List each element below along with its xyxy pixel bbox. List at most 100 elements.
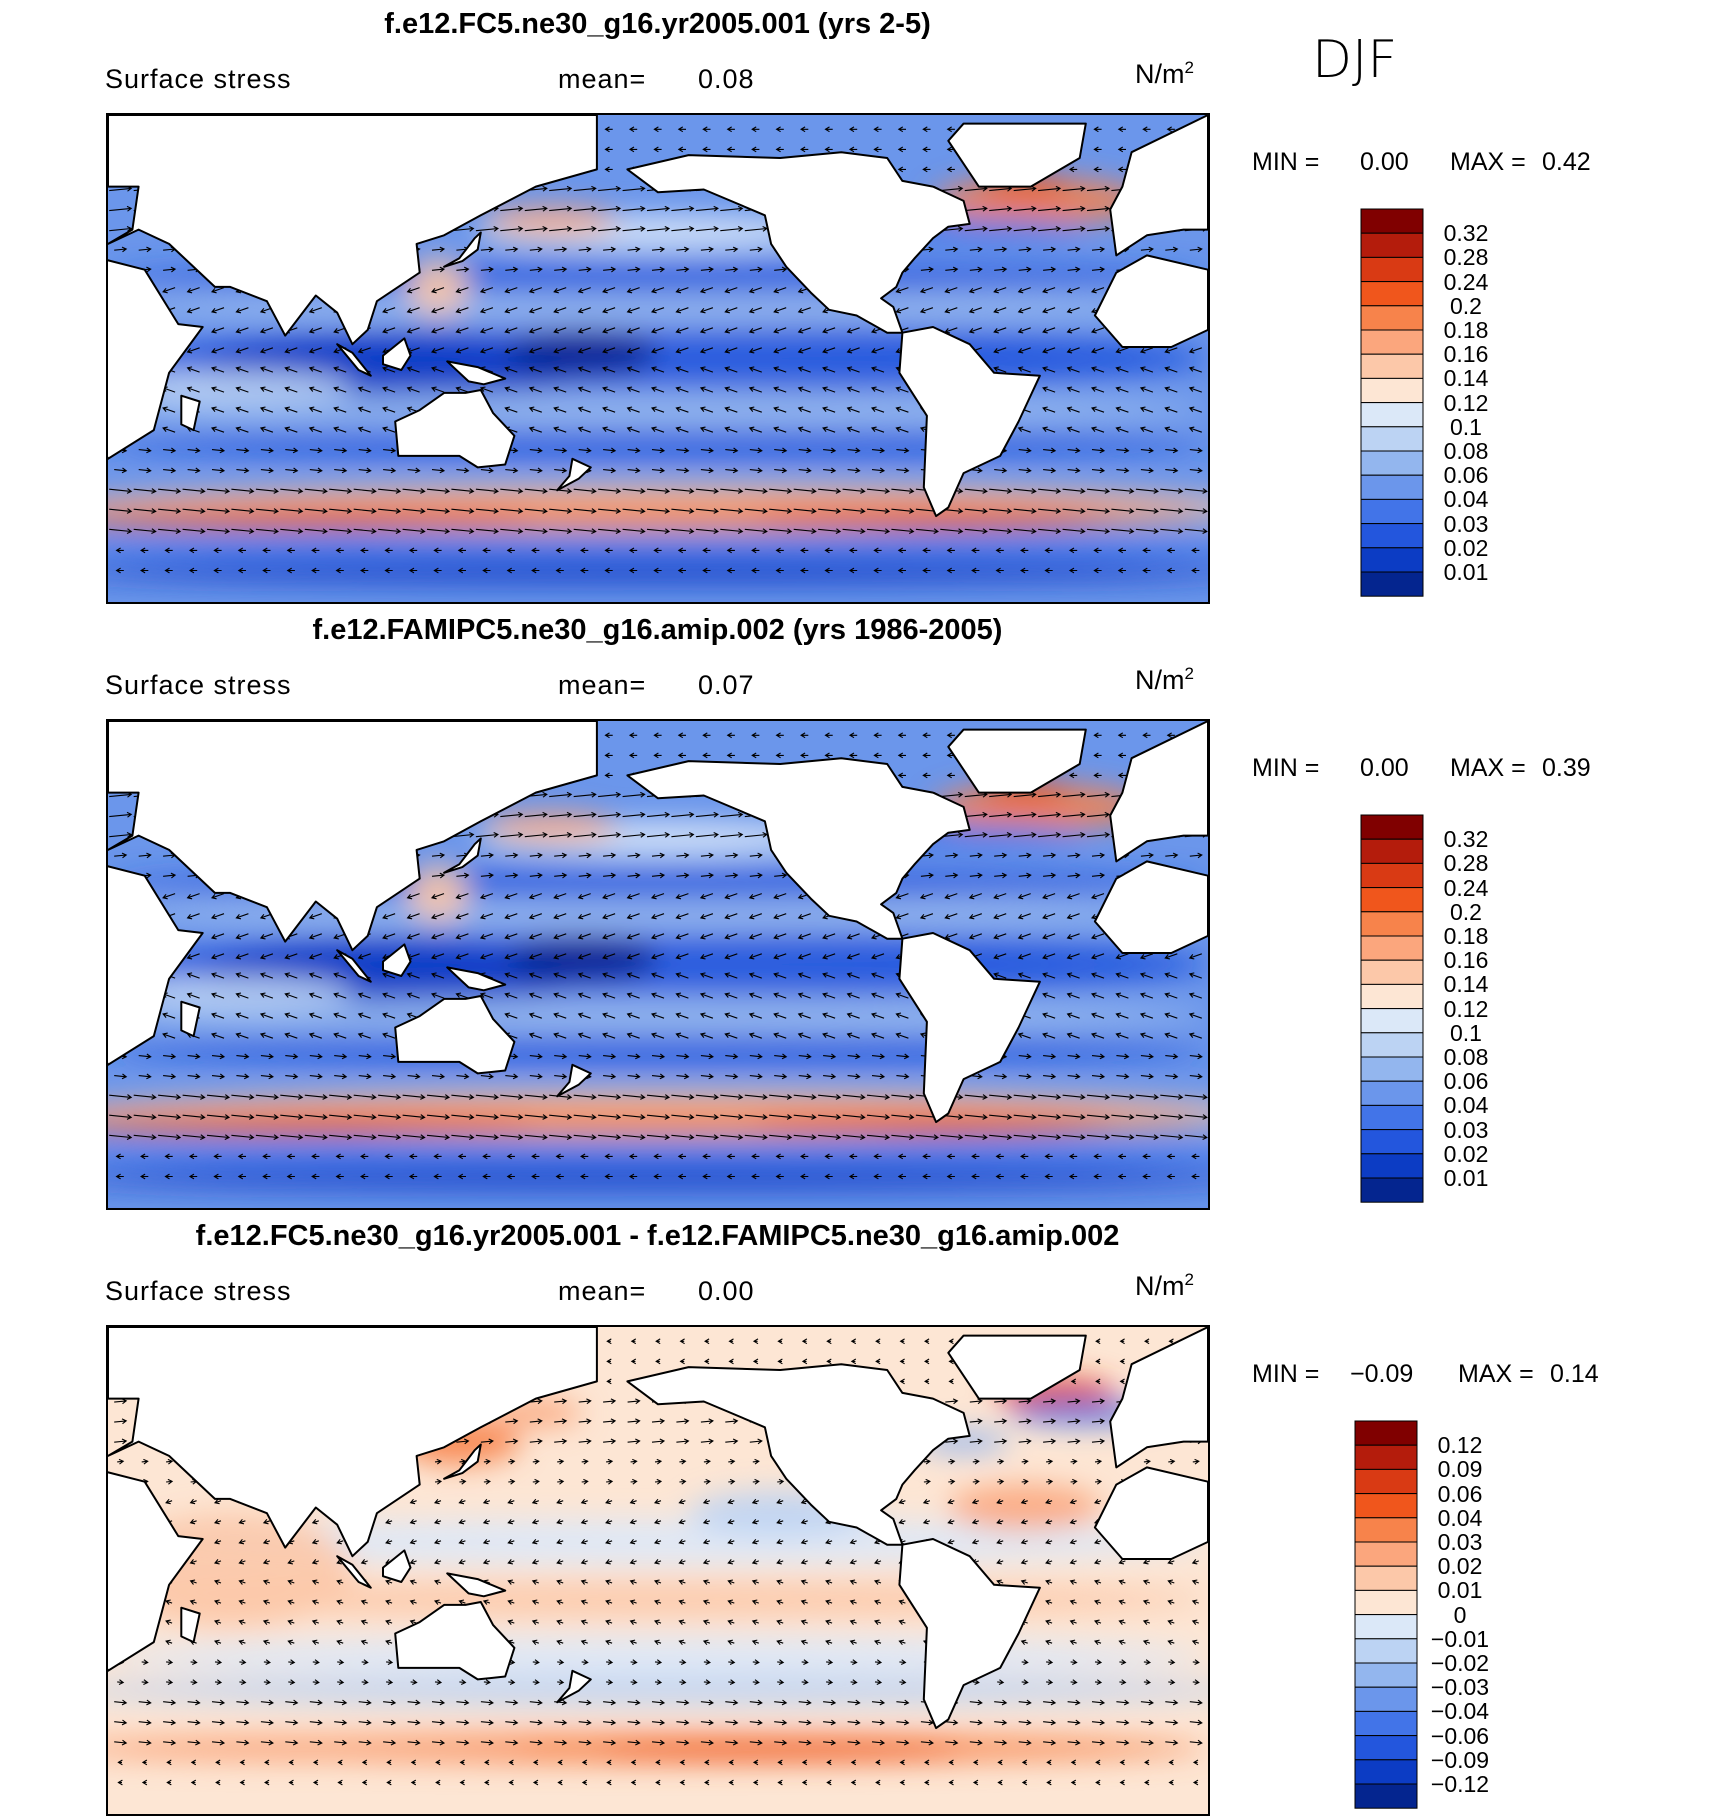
vector-arrow xyxy=(210,307,225,314)
vector-arrow xyxy=(1045,1538,1053,1545)
vector-arrow xyxy=(504,913,518,920)
vector-arrow xyxy=(1116,1699,1130,1706)
vector-arrow xyxy=(671,811,695,818)
vector-arrow xyxy=(1038,832,1062,838)
vector-arrow xyxy=(825,1538,833,1545)
vector-arrow xyxy=(964,528,988,534)
vector-arrow xyxy=(238,1639,246,1646)
vector-arrow xyxy=(528,327,542,334)
vector-arrow xyxy=(964,508,988,514)
vector-arrow xyxy=(162,893,176,900)
vector-arrow xyxy=(969,1418,983,1425)
vector-arrow xyxy=(1166,732,1175,739)
vector-arrow xyxy=(451,1094,475,1100)
vector-arrow xyxy=(508,1458,516,1465)
vector-arrow xyxy=(504,953,518,960)
vector-arrow xyxy=(577,1012,591,1019)
vector-arrow xyxy=(798,1053,812,1060)
vector-arrow xyxy=(946,1153,955,1160)
vector-arrow xyxy=(774,1719,788,1726)
vector-arrow xyxy=(727,1639,735,1646)
vector-arrow xyxy=(748,972,762,979)
vector-arrow xyxy=(187,467,201,474)
vector-arrow xyxy=(549,811,573,818)
colorbar-swatches xyxy=(1360,208,1424,597)
vector-arrow xyxy=(577,893,591,900)
vector-arrow xyxy=(870,386,885,393)
vector-arrow xyxy=(457,547,466,554)
vector-arrow xyxy=(1091,872,1106,879)
vector-arrow xyxy=(573,811,597,818)
vector-arrow xyxy=(529,1438,543,1445)
vector-arrow xyxy=(871,467,886,474)
vector-arrow xyxy=(629,1559,637,1565)
vector-arrow xyxy=(1191,1153,1200,1160)
vector-arrow xyxy=(165,1619,173,1625)
vector-arrow xyxy=(286,1173,295,1180)
continent-namerica xyxy=(626,757,971,940)
vector-arrow xyxy=(531,1579,539,1585)
vector-arrow xyxy=(989,508,1013,514)
colorbar-tick-label: 0.32 xyxy=(1443,826,1489,853)
vector-arrow xyxy=(531,1639,539,1646)
vector-arrow xyxy=(1115,1032,1129,1039)
vector-arrow xyxy=(531,567,540,574)
vector-arrow xyxy=(210,913,225,920)
vector-arrow xyxy=(1140,467,1154,474)
vector-arrow xyxy=(870,953,885,960)
vector-arrow xyxy=(752,1458,760,1465)
vector-arrow xyxy=(1038,226,1062,232)
vector-arrow xyxy=(650,913,665,920)
vector-arrow xyxy=(870,406,885,413)
vector-arrow xyxy=(675,366,689,373)
vector-arrow xyxy=(940,528,964,534)
vector-arrow xyxy=(580,1559,588,1565)
vector-arrow xyxy=(187,1719,201,1726)
vector-arrow xyxy=(727,1579,735,1585)
vector-arrow xyxy=(556,1619,564,1625)
vector-arrow xyxy=(848,547,858,554)
vector-arrow xyxy=(1115,972,1129,979)
vector-arrow xyxy=(1038,1134,1062,1140)
vector-arrow xyxy=(378,1134,402,1140)
vector-arrow xyxy=(871,1073,886,1080)
vector-arrow xyxy=(1189,852,1203,859)
vector-arrow xyxy=(553,386,567,393)
vector-arrow xyxy=(773,893,787,900)
colorbar-tick-label: 0.24 xyxy=(1443,268,1489,295)
vector-arrow xyxy=(824,567,833,574)
min-label: MIN = xyxy=(1252,754,1320,782)
vector-arrow xyxy=(630,1679,638,1685)
vector-arrow xyxy=(259,972,274,979)
contour-region xyxy=(948,1484,1102,1531)
vector-arrow xyxy=(1090,933,1105,940)
vector-arrow xyxy=(891,508,915,514)
vector-arrow xyxy=(675,933,689,940)
vector-arrow xyxy=(1013,488,1037,494)
vector-arrow xyxy=(1139,406,1154,413)
vector-arrow xyxy=(580,1619,588,1625)
vector-arrow xyxy=(115,1153,124,1160)
vector-arrow xyxy=(329,508,353,514)
vector-arrow xyxy=(361,1679,369,1685)
vector-arrow xyxy=(284,992,298,999)
vector-arrow xyxy=(695,508,719,514)
colorbar-tick-label: 0.28 xyxy=(1443,244,1489,271)
vector-arrow xyxy=(948,1779,954,1786)
vector-arrow xyxy=(524,205,548,212)
vector-arrow xyxy=(655,1338,661,1345)
vector-arrow xyxy=(922,732,931,739)
land-masks xyxy=(108,1327,1208,1730)
vector-arrow xyxy=(871,1699,886,1706)
vector-arrow xyxy=(751,567,760,574)
vector-arrow xyxy=(823,1739,837,1746)
continent-namerica xyxy=(626,1363,971,1546)
vector-arrow xyxy=(528,893,542,900)
vector-arrow xyxy=(769,528,793,534)
vector-arrow xyxy=(675,426,689,433)
colorbar-tick-label: 0.01 xyxy=(1443,1165,1489,1191)
vector-arrow xyxy=(994,266,1008,273)
continent-japan xyxy=(443,1443,482,1480)
vector-arrow xyxy=(308,406,322,413)
vector-arrow xyxy=(309,1053,323,1060)
